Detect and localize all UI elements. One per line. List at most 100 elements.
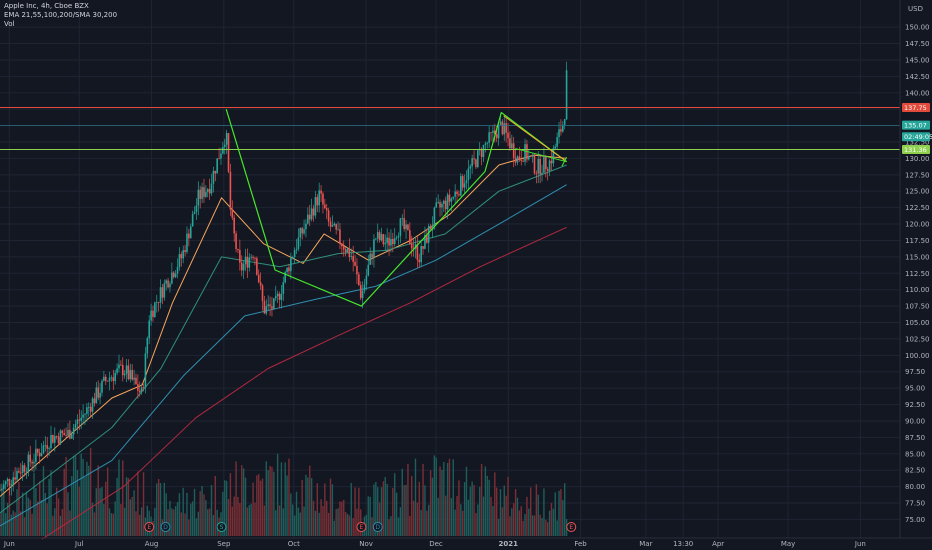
volume-bar	[27, 497, 30, 536]
price-tick-label: 107.50	[905, 303, 930, 311]
horizontal-lines[interactable]	[0, 107, 900, 150]
candle-body	[8, 478, 11, 486]
candle-body	[106, 380, 109, 382]
volume-bar	[244, 477, 247, 536]
candle-body	[426, 235, 428, 243]
candle-body	[558, 129, 560, 138]
volume-bar	[552, 508, 555, 536]
candle-body	[458, 194, 460, 196]
candle-body	[373, 239, 375, 258]
volume-bar	[395, 492, 398, 536]
candle-body	[556, 137, 558, 147]
indicator-legend[interactable]: EMA 21,55,100,200/SMA 30,200	[4, 11, 118, 19]
price-axis[interactable]: 75.00 77.50 80.00 82.50 85.00 87.50 90.00 92.50…	[905, 24, 930, 524]
candle-body	[361, 290, 364, 299]
candle-body	[495, 134, 498, 139]
candle-body	[505, 123, 507, 133]
volume-bar	[322, 505, 324, 536]
candle-body	[512, 143, 515, 158]
candle-body	[31, 461, 33, 464]
ma-line-ema55	[0, 164, 567, 514]
event-marker[interactable]	[356, 522, 367, 532]
volume-bar	[309, 465, 311, 536]
candle-body	[529, 155, 532, 157]
candle-body	[482, 144, 485, 157]
candle-body	[261, 285, 264, 302]
candle-body	[135, 377, 137, 385]
volume-bar	[178, 493, 181, 536]
volume-bar	[367, 496, 369, 536]
symbol-title[interactable]: Apple Inc, 4h, Cboe BZX	[4, 2, 89, 10]
candle-body	[422, 246, 424, 249]
candle-body	[552, 148, 555, 164]
candle-body	[293, 250, 296, 257]
volume-bar	[352, 517, 354, 536]
event-marker[interactable]	[216, 522, 227, 532]
volume-bar	[369, 496, 371, 536]
candle-body	[256, 258, 258, 275]
volume-bar	[505, 495, 507, 536]
time-tick-label: Apr	[712, 540, 724, 548]
candle-body	[29, 454, 32, 462]
volume-bar	[326, 500, 328, 536]
candle-body	[397, 235, 400, 238]
candle-body	[463, 183, 466, 188]
volume-bar	[344, 511, 347, 536]
volume-bar	[450, 498, 453, 536]
volume-bar	[301, 479, 303, 536]
event-marker[interactable]	[372, 522, 383, 532]
candle-body	[388, 237, 390, 246]
candle-body	[320, 190, 322, 194]
volume-legend[interactable]: Vol	[4, 20, 15, 28]
triangle-line-2[interactable]	[561, 156, 568, 167]
candle-body	[1, 488, 3, 491]
volume-bar	[146, 505, 149, 536]
candle-body	[305, 223, 307, 230]
price-tags: 137.75 131.36 135.07 02:49:05	[902, 103, 932, 154]
candle-body	[138, 390, 141, 393]
candle-body	[103, 376, 105, 381]
triangle-line-1[interactable]	[515, 148, 567, 163]
candle-body	[371, 253, 373, 258]
volume-bar	[518, 510, 521, 536]
volume-bar	[103, 503, 105, 536]
volume-bar	[371, 517, 373, 536]
pattern-zigzag[interactable]	[225, 109, 567, 307]
volume-bar	[254, 502, 256, 536]
candle-body	[129, 370, 132, 380]
candle-body	[276, 293, 279, 297]
volume-bar	[460, 504, 462, 536]
candle-body	[127, 365, 130, 380]
volume-bar	[503, 485, 505, 536]
event-marker[interactable]	[144, 522, 155, 532]
drawn-pattern[interactable]	[225, 109, 568, 307]
event-marker[interactable]	[160, 522, 171, 532]
candle-body	[384, 243, 387, 245]
volume-bar	[50, 470, 52, 536]
volume-bar	[125, 477, 128, 536]
candle-body	[344, 249, 347, 253]
volume-bar	[407, 463, 409, 536]
volume-bar	[437, 497, 439, 536]
volume-bar	[74, 455, 77, 536]
candle-body	[152, 310, 154, 317]
price-tick-label: 125.00	[905, 188, 930, 196]
volume-bar	[458, 480, 460, 536]
candle-body	[409, 230, 411, 244]
triangle-line-0[interactable]	[503, 115, 567, 163]
volume-bar	[6, 502, 9, 536]
candle-body	[322, 193, 324, 205]
candle-body	[507, 132, 509, 139]
volume-bar	[208, 508, 211, 536]
candle-body	[212, 170, 215, 184]
event-marker[interactable]	[566, 522, 577, 532]
time-tick-label: 2021	[499, 540, 519, 548]
candle-body	[511, 143, 513, 149]
time-axis[interactable]: Jun Jul Aug Sep Oct Nov Dec 2021 Feb Mar 13:30 Apr M…	[3, 540, 866, 548]
candle-body	[76, 419, 79, 425]
price-tick-label: 102.50	[905, 335, 930, 343]
candle-body	[35, 448, 37, 462]
